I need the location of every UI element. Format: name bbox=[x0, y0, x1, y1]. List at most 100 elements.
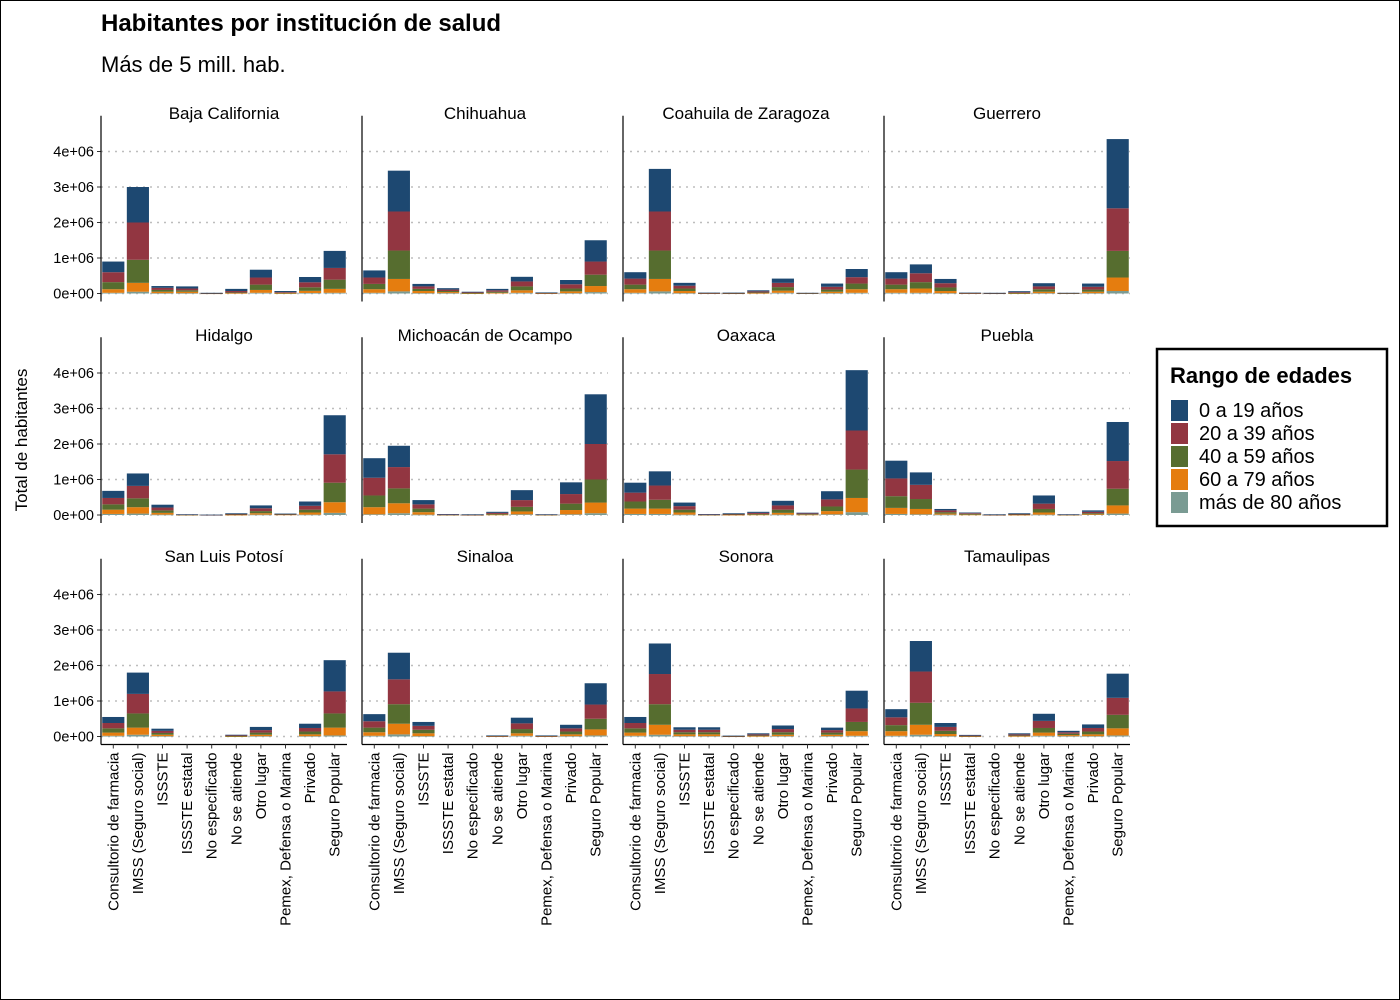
bar-segment bbox=[510, 490, 533, 501]
bar-segment bbox=[323, 292, 346, 294]
bar-segment bbox=[1032, 286, 1055, 290]
bar-segment bbox=[845, 512, 868, 515]
bar-segment bbox=[151, 728, 174, 731]
bar-segment bbox=[934, 510, 957, 513]
bar-segment bbox=[176, 514, 199, 515]
bar-segment bbox=[323, 735, 346, 737]
bar-segment bbox=[1082, 510, 1105, 512]
bar-segment bbox=[486, 514, 509, 516]
facet-strip-label: Baja California bbox=[169, 104, 280, 123]
bar-segment bbox=[845, 735, 868, 737]
bar-segment bbox=[1008, 513, 1031, 514]
bar-segment bbox=[102, 272, 125, 283]
legend-entry-label: 0 a 19 años bbox=[1199, 400, 1304, 422]
bar-segment bbox=[1082, 736, 1105, 737]
bar-segment bbox=[648, 674, 671, 705]
bar-segment bbox=[771, 725, 794, 730]
bar-segment bbox=[249, 508, 272, 512]
x-tick-label: Consultorio de farmacia bbox=[366, 752, 383, 911]
bar-segment bbox=[624, 716, 647, 724]
bar-segment bbox=[673, 288, 696, 292]
bar-segment bbox=[821, 286, 844, 290]
bar-segment bbox=[747, 513, 770, 515]
bar-segment bbox=[934, 730, 957, 735]
bar-segment bbox=[299, 287, 322, 291]
y-tick-label: 4e+06 bbox=[53, 588, 94, 604]
bar-segment bbox=[959, 512, 982, 514]
bar-segment bbox=[299, 505, 322, 510]
bar-segment bbox=[584, 286, 607, 293]
legend-entry-label: más de 80 años bbox=[1199, 492, 1341, 514]
legend-swatch bbox=[1171, 446, 1188, 467]
bar-segment bbox=[510, 506, 533, 512]
bar-segment bbox=[299, 512, 322, 515]
bar-segment bbox=[299, 734, 322, 737]
bar-segment bbox=[299, 509, 322, 513]
x-tick-label: IMSS (Seguro social) bbox=[391, 752, 408, 894]
bar-segment bbox=[1032, 508, 1055, 513]
bar-segment bbox=[437, 292, 460, 294]
bar-segment bbox=[412, 721, 435, 726]
bar-segment bbox=[821, 491, 844, 500]
bar-segment bbox=[387, 467, 410, 489]
bar-segment bbox=[102, 282, 125, 290]
bar-segment bbox=[249, 513, 272, 515]
bar-segment bbox=[299, 290, 322, 293]
bar-segment bbox=[584, 274, 607, 287]
bar-segment bbox=[1032, 503, 1055, 509]
bar-segment bbox=[437, 289, 460, 292]
bar-segment bbox=[126, 187, 149, 223]
bar-segment bbox=[909, 702, 932, 725]
bar-segment bbox=[387, 211, 410, 251]
bar-segment bbox=[934, 734, 957, 737]
bar-segment bbox=[934, 514, 957, 516]
bar-segment bbox=[885, 735, 908, 737]
bar-segment bbox=[560, 731, 583, 735]
bar-segment bbox=[624, 284, 647, 290]
chart-subtitle: Más de 5 mill. hab. bbox=[101, 52, 286, 77]
bar-segment bbox=[934, 723, 957, 727]
bar-segment bbox=[1057, 732, 1080, 734]
x-tick-label: No se atiende bbox=[489, 753, 506, 846]
y-tick-label: 2e+06 bbox=[53, 659, 94, 675]
bar-segment bbox=[747, 292, 770, 294]
bar-segment bbox=[200, 293, 223, 294]
bar-segment bbox=[934, 291, 957, 294]
y-tick-label: 1e+06 bbox=[53, 251, 94, 267]
bar-segment bbox=[560, 736, 583, 737]
x-tick-label: IMSS (Seguro social) bbox=[652, 752, 669, 894]
bar-segment bbox=[126, 727, 149, 735]
facet-panel: Tamaulipas Consultorio de farmacia IMSS (S… bbox=[883, 547, 1130, 926]
bar-segment bbox=[1057, 730, 1080, 733]
y-tick-label: 4e+06 bbox=[53, 145, 94, 161]
facet-panel: San Luis Potosí 0e+00 1e+06 2e+06 3e+06 4e+06… bbox=[53, 547, 347, 926]
bar-segment bbox=[363, 292, 386, 294]
bar-segment bbox=[934, 513, 957, 515]
bar-segment bbox=[249, 269, 272, 278]
bar-segment bbox=[1106, 208, 1129, 251]
legend-swatch bbox=[1171, 423, 1188, 444]
bar-segment bbox=[673, 727, 696, 730]
bar-segment bbox=[1008, 293, 1031, 294]
bar-segment bbox=[387, 445, 410, 468]
bar-segment bbox=[151, 510, 174, 513]
x-tick-label: IMSS (Seguro social) bbox=[913, 752, 930, 894]
bar-segment bbox=[1082, 291, 1105, 294]
bar-segment bbox=[412, 733, 435, 737]
bar-segment bbox=[959, 735, 982, 737]
bar-segment bbox=[363, 477, 386, 496]
bar-segment bbox=[698, 514, 721, 516]
bar-segment bbox=[151, 507, 174, 511]
bar-segment bbox=[102, 716, 125, 724]
bar-segment bbox=[821, 734, 844, 737]
bar-segment bbox=[102, 504, 125, 510]
bar-segment bbox=[126, 693, 149, 714]
bar-segment bbox=[274, 514, 297, 515]
bar-segment bbox=[510, 511, 533, 515]
x-tick-label: No especificado bbox=[204, 753, 221, 860]
bar-segment bbox=[1057, 733, 1080, 736]
bar-segment bbox=[102, 289, 125, 293]
chart-title: Habitantes por institución de salud bbox=[101, 10, 501, 37]
bar-segment bbox=[412, 500, 435, 505]
bar-segment bbox=[959, 292, 982, 294]
